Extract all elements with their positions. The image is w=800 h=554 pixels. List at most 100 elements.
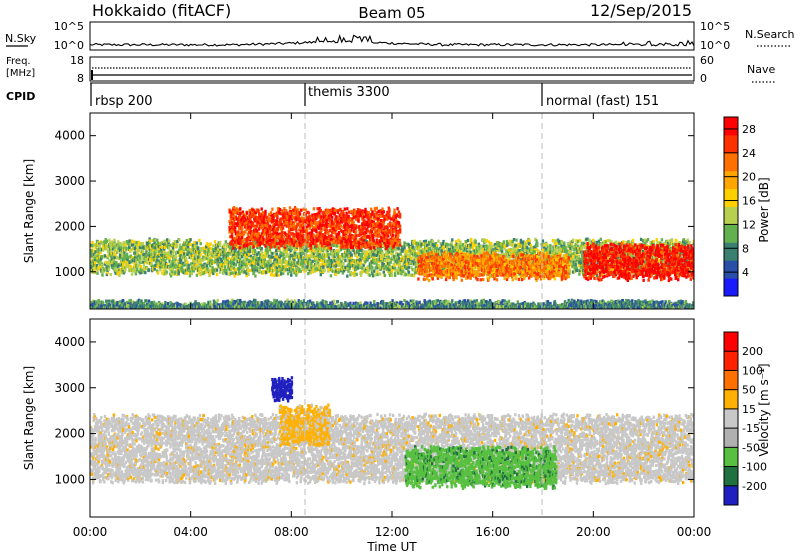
heatmap-cell	[190, 256, 193, 260]
heatmap-cell	[204, 262, 207, 266]
heatmap-cell	[359, 264, 362, 268]
heatmap-cell	[532, 250, 535, 254]
heatmap-cell	[122, 241, 126, 245]
heatmap-cell	[555, 246, 558, 250]
heatmap-cell	[575, 252, 579, 256]
nsky-tick-top: 10^5	[54, 20, 84, 33]
heatmap-cell	[472, 250, 475, 254]
heatmap-cell	[190, 249, 194, 253]
heatmap-cell	[220, 259, 224, 263]
heatmap-cell	[409, 273, 412, 277]
heatmap-cell	[273, 263, 276, 267]
heatmap-cell	[225, 268, 228, 272]
heatmap-cell	[523, 248, 526, 252]
freq-tick-bottom: 8	[77, 72, 84, 85]
heatmap-cell	[148, 237, 151, 241]
heatmap-cell	[107, 267, 110, 271]
heatmap-cell	[493, 243, 497, 247]
heatmap-cell	[314, 269, 317, 273]
heatmap-cell	[310, 252, 314, 256]
heatmap-cell	[338, 245, 341, 249]
heatmap-cell	[255, 258, 258, 263]
heatmap-cell	[267, 270, 270, 274]
heatmap-cell	[412, 254, 415, 258]
heatmap-cell	[588, 238, 591, 242]
heatmap-cell	[303, 248, 307, 252]
heatmap-cell	[275, 248, 278, 253]
heatmap-cell	[181, 270, 185, 274]
heatmap-cell	[315, 267, 319, 271]
heatmap-cell	[208, 264, 212, 268]
heatmap-cell	[311, 270, 314, 274]
heatmap-cell	[322, 256, 326, 260]
heatmap-cell	[161, 258, 164, 263]
heatmap-cell	[298, 263, 302, 267]
heatmap-cell	[223, 249, 226, 253]
heatmap-cell	[224, 254, 227, 258]
heatmap-cell	[269, 257, 272, 261]
heatmap-cell	[265, 267, 268, 271]
heatmap-cell	[267, 263, 270, 267]
heatmap-cell	[574, 263, 577, 267]
heatmap-cell	[291, 245, 294, 249]
heatmap-cell	[232, 259, 235, 263]
heatmap-cell	[230, 265, 233, 269]
heatmap-cell	[187, 267, 190, 271]
heatmap-cell	[213, 260, 217, 264]
heatmap-cell	[128, 261, 131, 265]
heatmap-cell	[319, 254, 322, 259]
heatmap-cell	[253, 266, 256, 270]
heatmap-cell	[185, 269, 188, 273]
heatmap-cell	[543, 245, 546, 249]
heatmap-cell	[334, 259, 337, 263]
heatmap-cell	[400, 245, 404, 249]
heatmap-cell	[332, 251, 335, 255]
heatmap-cell	[110, 246, 113, 250]
heatmap-cell	[530, 248, 533, 252]
heatmap-cell	[94, 250, 97, 254]
heatmap-cell	[503, 247, 506, 251]
heatmap-cell	[553, 250, 557, 254]
heatmap-cell	[387, 253, 390, 257]
heatmap-cell	[253, 270, 256, 274]
heatmap-cell	[359, 258, 362, 262]
heatmap-cell	[360, 248, 363, 252]
heatmap-cell	[286, 264, 289, 268]
heatmap-cell	[180, 250, 183, 254]
heatmap-cell	[191, 254, 195, 258]
heatmap-cell	[159, 268, 162, 272]
heatmap-cell	[306, 265, 309, 269]
heatmap-cell	[571, 254, 575, 258]
heatmap-cell	[424, 239, 428, 243]
heatmap-cell	[376, 273, 379, 277]
heatmap-cell	[571, 270, 575, 274]
heatmap-cell	[157, 245, 161, 249]
heatmap-cell	[289, 259, 292, 264]
heatmap-cell	[501, 252, 504, 256]
heatmap-cell	[518, 249, 521, 253]
heatmap-cell	[358, 248, 362, 252]
heatmap-cell	[427, 240, 431, 244]
heatmap-cell	[501, 245, 504, 249]
heatmap-cell	[237, 259, 241, 263]
heatmap-cell	[410, 250, 413, 254]
heatmap-cell	[229, 271, 233, 275]
heatmap-cell	[456, 262, 460, 266]
heatmap-cell	[602, 243, 605, 247]
heatmap-cell	[475, 247, 478, 251]
heatmap-cell	[562, 246, 565, 250]
heatmap-cell	[289, 244, 292, 248]
cpid-label: CPID	[6, 90, 35, 103]
heatmap-cell	[311, 259, 314, 263]
heatmap-cell	[110, 240, 114, 244]
heatmap-cell	[421, 250, 424, 254]
heatmap-cell	[290, 247, 294, 251]
heatmap-cell	[334, 251, 337, 255]
heatmap-cell	[219, 244, 222, 248]
heatmap-cell	[578, 260, 581, 264]
heatmap-cell	[312, 249, 316, 253]
heatmap-cell	[93, 270, 97, 275]
heatmap-cell	[580, 253, 584, 257]
heatmap-cell	[99, 259, 102, 263]
heatmap-cell	[617, 242, 621, 246]
